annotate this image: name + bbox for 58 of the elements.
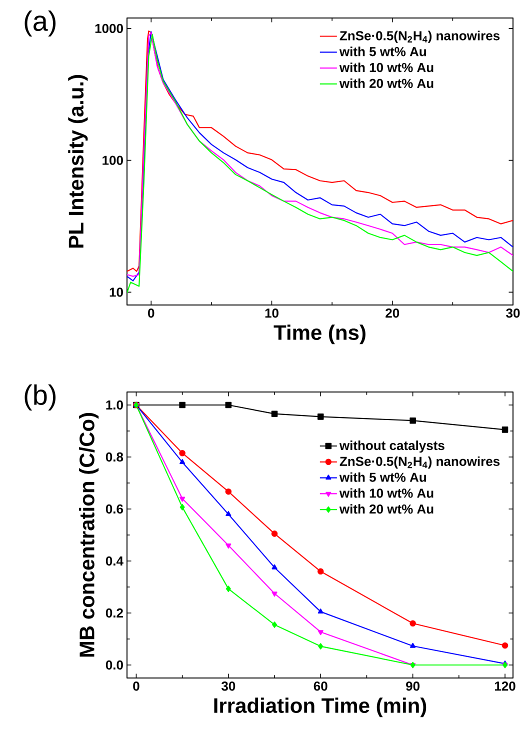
x-tick-label: 20	[386, 308, 400, 318]
point	[318, 608, 324, 614]
x-axis-title: Irradiation Time (min)	[214, 698, 426, 718]
chart-title: (b)	[24, 384, 56, 410]
x-tick-label: 0	[148, 308, 154, 318]
point	[410, 417, 416, 424]
y-axis-title: MB concentration (C/Co)	[78, 412, 99, 657]
legend-label: with 5 wt% Au	[339, 46, 426, 56]
x-tick-label: 30	[506, 308, 520, 318]
point	[226, 544, 232, 549]
y-tick-label: 100	[102, 156, 123, 165]
point	[180, 459, 186, 464]
point	[318, 630, 324, 636]
point	[410, 642, 416, 648]
x-axis-title: Time (ns)	[274, 324, 366, 344]
y-tick-label: 0.4	[106, 556, 124, 566]
x-tick-label: 0	[133, 682, 140, 691]
point	[271, 530, 278, 537]
legend-label: with 10 wt% Au	[339, 488, 434, 498]
point	[410, 620, 416, 627]
point	[502, 642, 508, 649]
y-axis-title: PL Intensity (a.u.)	[68, 75, 88, 248]
x-tick-label: 90	[406, 682, 420, 691]
point	[179, 450, 186, 456]
legend-label: with 20 wt% Au	[339, 78, 434, 88]
x-tick-label: 120	[494, 682, 516, 691]
legend-label: ZnSe·0.5(N$_{2}$H$_{4}$) nanowires	[340, 30, 500, 43]
point	[271, 410, 278, 417]
y-tick-label: 1000	[95, 24, 123, 34]
x-tick-label: 30	[221, 682, 236, 691]
point	[272, 564, 278, 570]
point	[225, 488, 232, 495]
y-tick-label: 1.0	[106, 400, 123, 410]
point	[502, 426, 508, 433]
x-tick-label: 10	[265, 308, 278, 318]
legend-label: without catalysts	[339, 440, 444, 453]
chart-title: (a)	[24, 10, 56, 37]
point	[272, 622, 278, 628]
legend-label: with 5 wt% Au	[339, 472, 426, 482]
legend-label: with 10 wt% Au	[339, 62, 434, 72]
point	[226, 586, 231, 592]
point	[226, 511, 232, 516]
y-tick-label: 10	[110, 288, 123, 297]
point	[180, 496, 186, 502]
legend-label: ZnSe·0.5(N$_{2}$H$_{4}$) nanowires	[340, 456, 500, 469]
point	[318, 643, 324, 650]
point	[317, 568, 324, 575]
y-tick-label: 0.6	[106, 504, 124, 514]
point	[179, 402, 186, 408]
point	[180, 504, 185, 510]
point	[225, 402, 232, 408]
y-tick-label: 0.2	[106, 608, 123, 618]
x-tick-label: 60	[314, 682, 328, 691]
legend-label: with 20 wt% Au	[339, 504, 434, 514]
y-tick-label: 0.8	[106, 452, 124, 462]
y-tick-label: 0.0	[106, 660, 123, 670]
point	[317, 414, 324, 420]
point	[272, 592, 278, 597]
